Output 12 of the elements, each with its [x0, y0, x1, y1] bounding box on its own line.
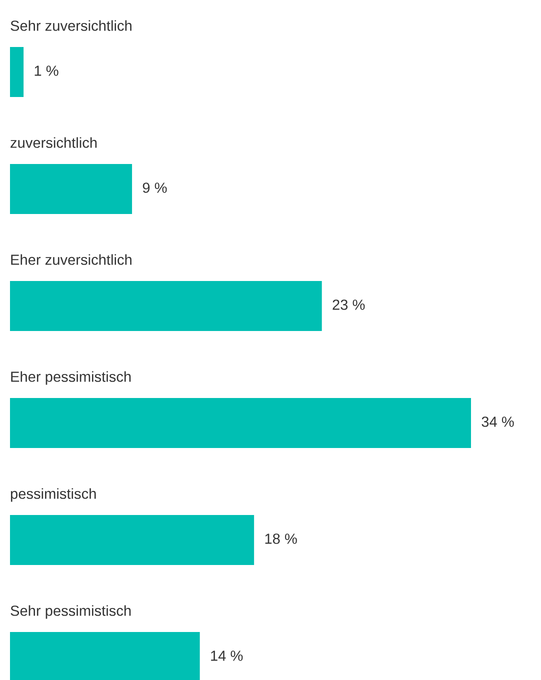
data-label: 18 % [265, 534, 297, 544]
data-label: 23 % [332, 300, 365, 310]
data-label: 14 % [211, 650, 243, 661]
y-tick-label: Sehr zuversichtlich [10, 20, 132, 31]
y-tick-label: Eher zuversichtlich [11, 254, 132, 265]
y-tick-label: Sehr pessimistisch [10, 605, 131, 619]
data-label: 9 % [142, 182, 167, 193]
y-tick-label: pessimistisch [10, 488, 96, 502]
data-label: 1 % [34, 66, 58, 76]
y-tick-label: zuversichtlich [10, 137, 97, 148]
data-label: 34 % [482, 416, 514, 427]
y-tick-label: Eher pessimistisch [11, 371, 131, 385]
